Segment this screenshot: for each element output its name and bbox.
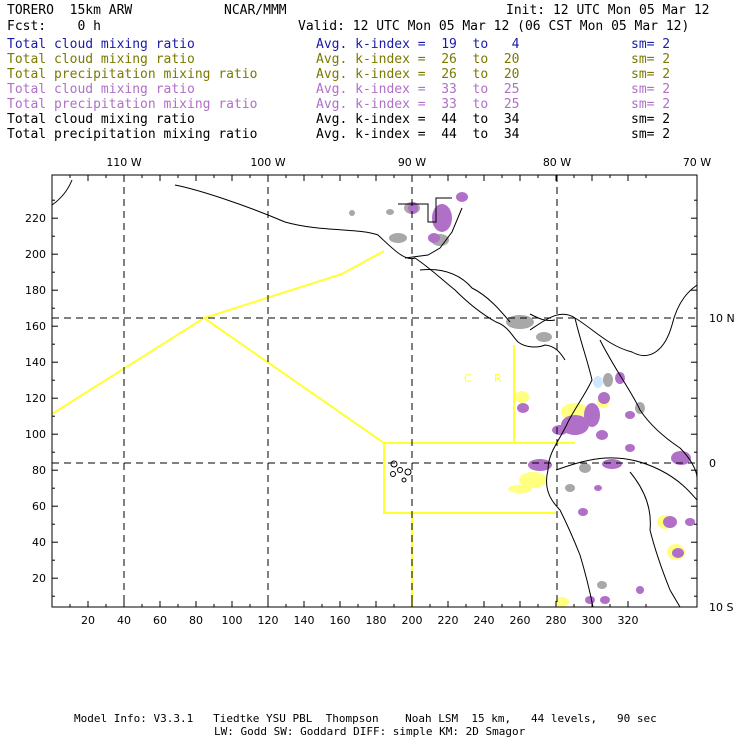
legend-field-name: Total cloud mixing ratio xyxy=(7,52,195,67)
legend-smoothing: sm= 2 xyxy=(631,97,671,112)
legend-k-index: Avg. k-index = 26 to 20 xyxy=(316,67,520,82)
latitude-label: 10 N xyxy=(709,312,735,325)
x-tick-label: 320 xyxy=(618,614,639,627)
longitude-label: 100 W xyxy=(250,156,285,169)
y-tick-label: 60 xyxy=(32,500,46,513)
x-tick-label: 40 xyxy=(117,614,131,627)
map-frame xyxy=(51,174,698,608)
y-tick-label: 100 xyxy=(25,428,46,441)
y-tick-label: 160 xyxy=(25,320,46,333)
legend-field-name: Total precipitation mixing ratio xyxy=(7,97,258,112)
y-tick-label: 80 xyxy=(32,464,46,477)
longitude-label: 110 W xyxy=(106,156,141,169)
model-info-line: Model Info: V3.3.1 Tiedtke YSU PBL Thomp… xyxy=(74,712,657,725)
galapagos-islands xyxy=(390,460,412,483)
legend-k-index: Avg. k-index = 33 to 25 xyxy=(316,82,520,97)
lat-lon-grid xyxy=(52,175,697,607)
legend-smoothing: sm= 2 xyxy=(631,67,671,82)
legend-smoothing: sm= 2 xyxy=(631,52,671,67)
legend-k-index: Avg. k-index = 44 to 34 xyxy=(316,127,520,142)
x-tick-label: 260 xyxy=(510,614,531,627)
legend-k-index: Avg. k-index = 19 to 4 xyxy=(316,37,520,52)
legend-smoothing: sm= 2 xyxy=(631,37,671,52)
legend-field-name: Total precipitation mixing ratio xyxy=(7,67,258,82)
latitude-label: 0 xyxy=(709,457,716,470)
x-tick-label: 20 xyxy=(81,614,95,627)
x-tick-label: 140 xyxy=(294,614,315,627)
y-tick-label: 140 xyxy=(25,356,46,369)
coastlines xyxy=(51,179,698,608)
inline-label-r: R xyxy=(494,372,502,385)
y-tick-label: 120 xyxy=(25,392,46,405)
init-time: Init: 12 UTC Mon 05 Mar 12 xyxy=(506,3,710,18)
org-label: NCAR/MMM xyxy=(224,3,287,18)
model-title: TORERO 15km ARW xyxy=(7,3,133,18)
y-tick-label: 220 xyxy=(25,212,46,225)
legend-field-name: Total precipitation mixing ratio xyxy=(7,127,258,142)
x-tick-label: 280 xyxy=(546,614,567,627)
x-tick-label: 120 xyxy=(258,614,279,627)
legend-k-index: Avg. k-index = 33 to 25 xyxy=(316,97,520,112)
longitude-label: 70 W xyxy=(683,156,711,169)
longitude-label: 90 W xyxy=(398,156,426,169)
forecast-hour: Fcst: 0 h xyxy=(7,19,101,34)
y-tick-label: 180 xyxy=(25,284,46,297)
latitude-label: 10 S xyxy=(709,601,733,614)
longitude-label: 80 W xyxy=(543,156,571,169)
x-tick-label: 160 xyxy=(330,614,351,627)
y-tick-label: 200 xyxy=(25,248,46,261)
cloud-fields xyxy=(349,192,695,607)
legend-smoothing: sm= 2 xyxy=(631,127,671,142)
legend-field-name: Total cloud mixing ratio xyxy=(7,82,195,97)
x-tick-label: 100 xyxy=(222,614,243,627)
y-tick-label: 40 xyxy=(32,536,46,549)
x-tick-label: 220 xyxy=(438,614,459,627)
x-tick-label: 80 xyxy=(189,614,203,627)
legend-k-index: Avg. k-index = 44 to 34 xyxy=(316,112,520,127)
x-tick-label: 60 xyxy=(153,614,167,627)
x-tick-label: 180 xyxy=(366,614,387,627)
physics-info-line: LW: Godd SW: Goddard DIFF: simple KM: 2D… xyxy=(214,725,526,738)
region-boundaries xyxy=(51,250,575,607)
legend-field-name: Total cloud mixing ratio xyxy=(7,112,195,127)
y-tick-label: 20 xyxy=(32,572,46,585)
x-tick-label: 200 xyxy=(402,614,423,627)
legend-k-index: Avg. k-index = 26 to 20 xyxy=(316,52,520,67)
axis-ticks xyxy=(52,175,697,607)
legend-field-name: Total cloud mixing ratio xyxy=(7,37,195,52)
inline-label-c: C xyxy=(464,372,472,385)
valid-time: Valid: 12 UTC Mon 05 Mar 12 (06 CST Mon … xyxy=(298,19,690,34)
legend-smoothing: sm= 2 xyxy=(631,82,671,97)
axis-labels: 20 40 60 80 100 120 140 160 180 200 220 240 260 280 30… xyxy=(25,156,735,627)
x-tick-label: 240 xyxy=(474,614,495,627)
x-tick-label: 300 xyxy=(582,614,603,627)
legend-smoothing: sm= 2 xyxy=(631,112,671,127)
